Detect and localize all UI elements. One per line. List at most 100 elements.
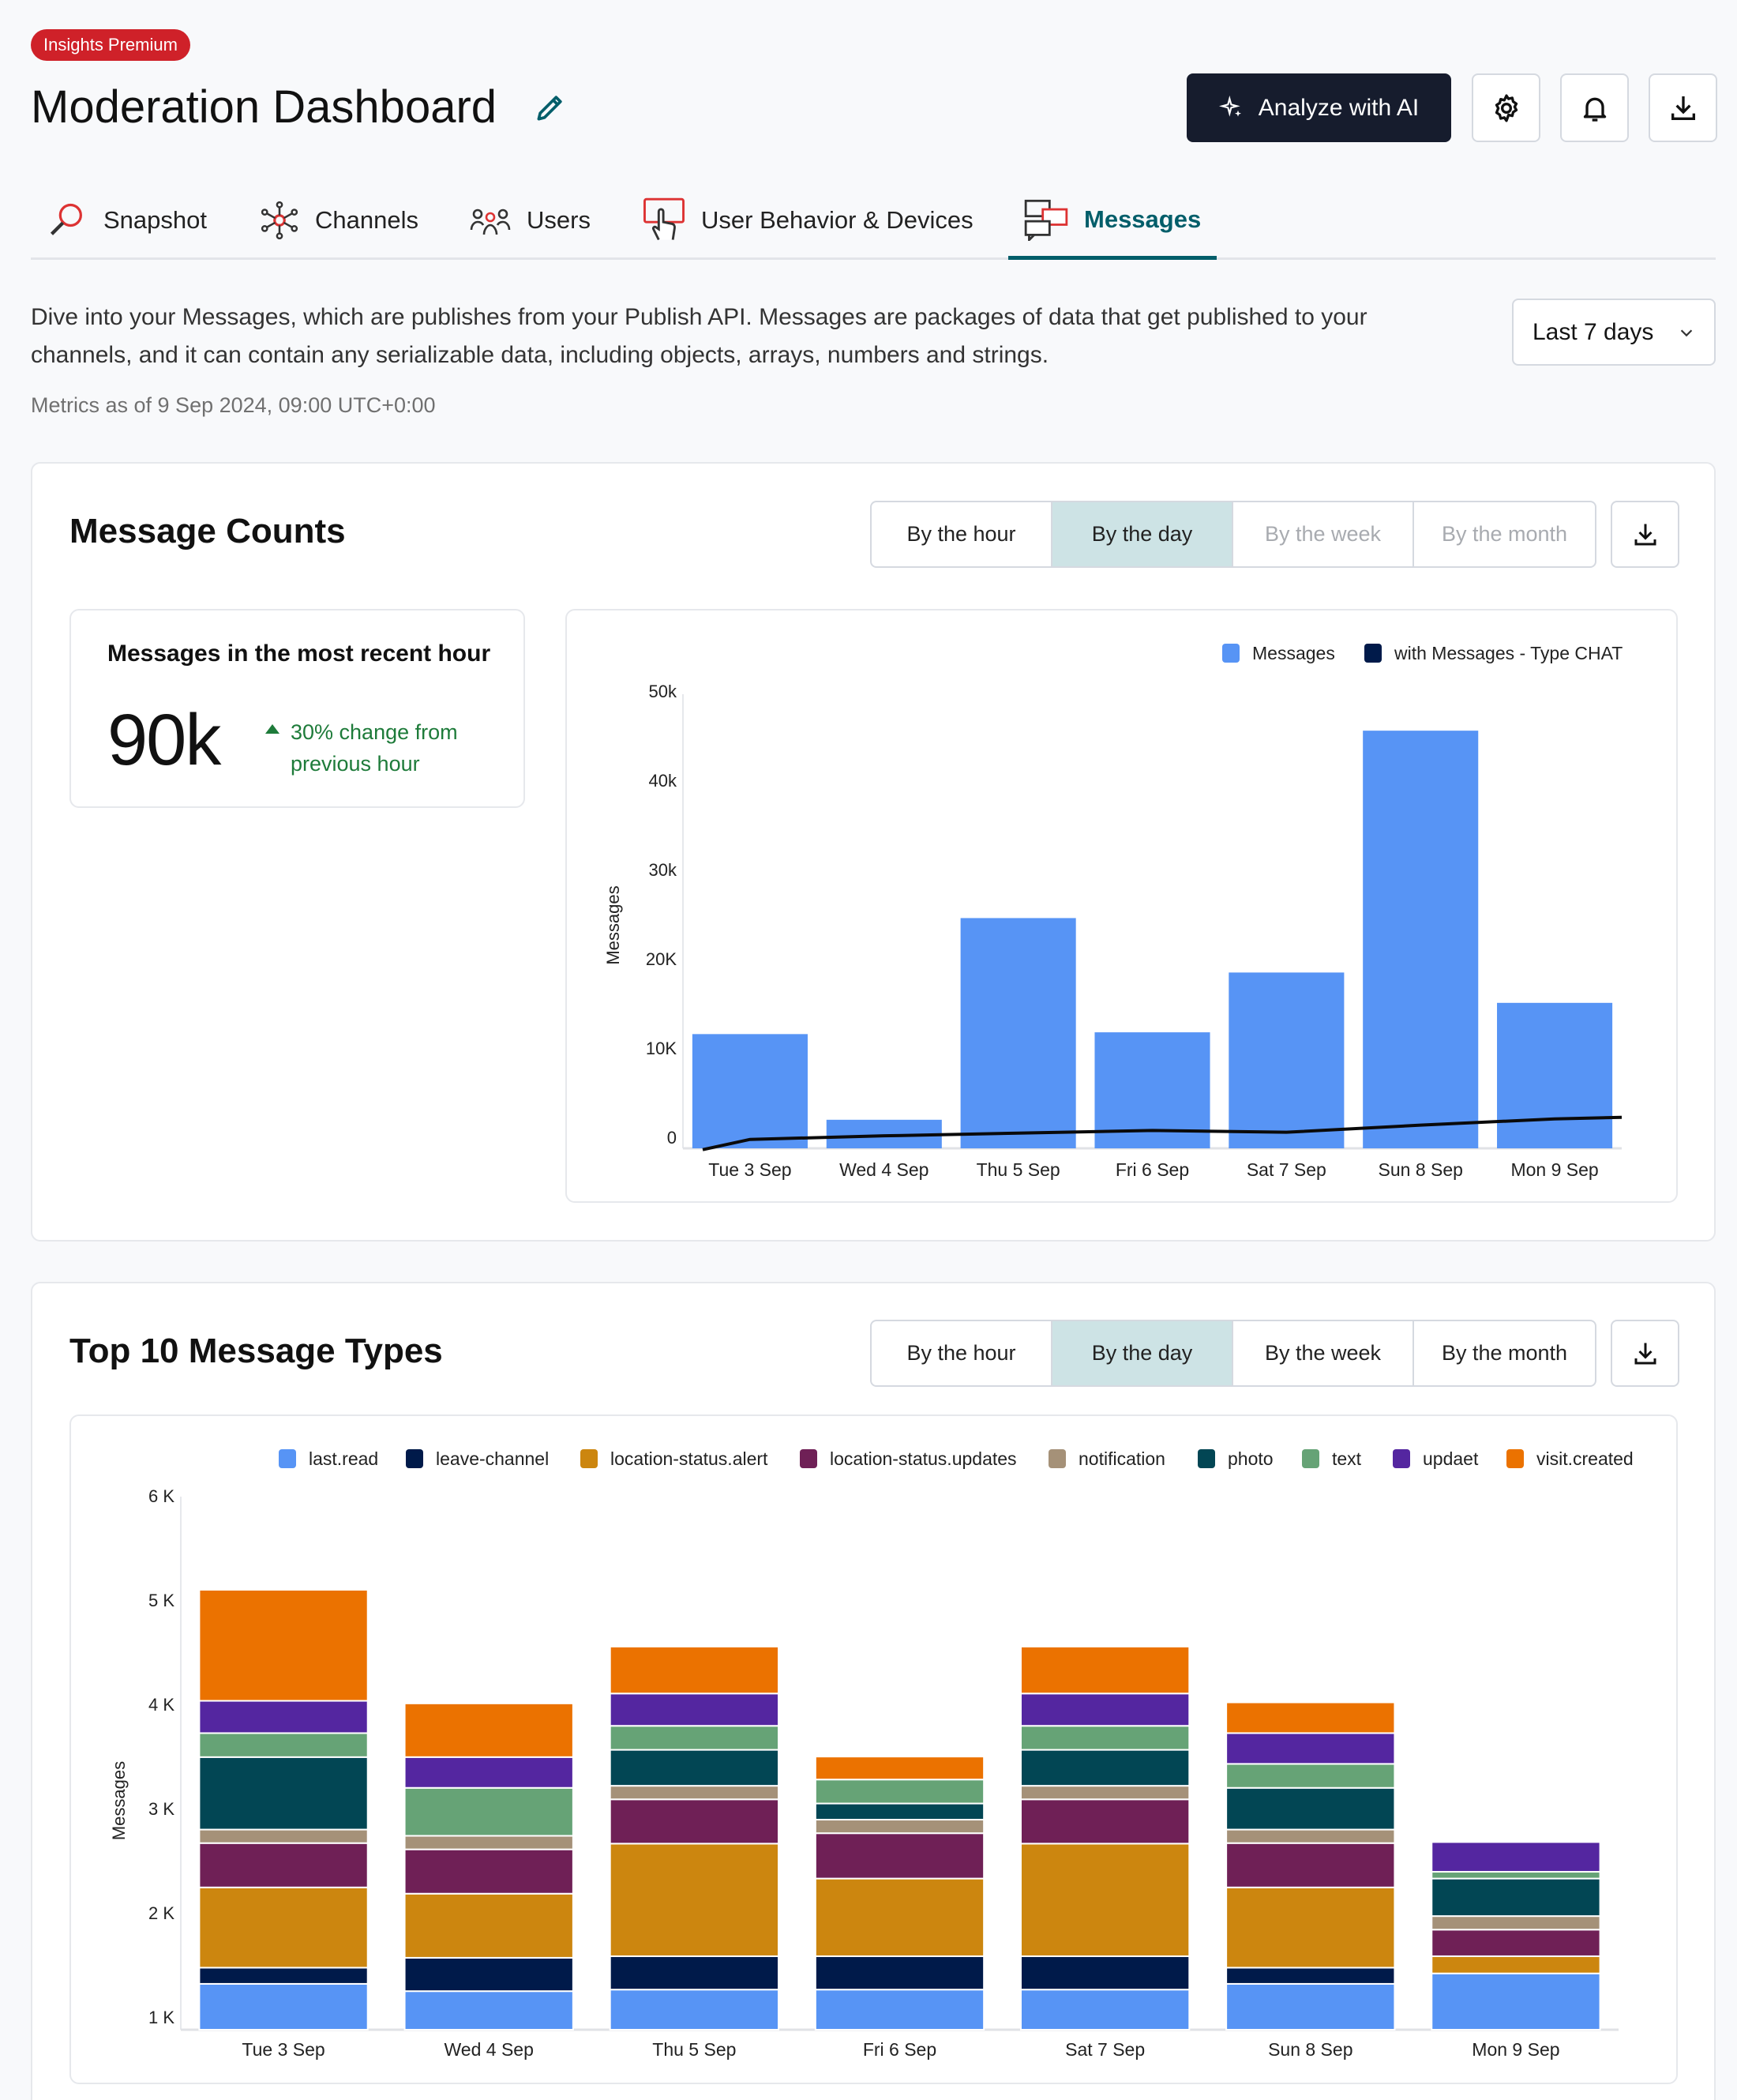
top-types-chart-card: 1 K 2 K 3 K 4 K 5 K 6 K Messages Tue 3 Sep Wed 4…	[69, 1414, 1678, 2084]
tab-snapshot[interactable]: Snapshot	[47, 183, 207, 257]
x-tick-label: Wed 4 Sep	[839, 1159, 929, 1180]
y-tick-label: 10K	[646, 1039, 677, 1058]
legend-swatch-messages	[1222, 644, 1240, 663]
y-tick-label: 0	[667, 1128, 677, 1148]
tab-label: Snapshot	[103, 206, 207, 234]
granularity-week[interactable]: By the week	[1233, 1321, 1414, 1385]
tab-channels[interactable]: Channels	[260, 183, 418, 257]
legend-swatch	[580, 1449, 598, 1468]
bar-segment-location-status-updates	[814, 1832, 985, 1880]
bar-segment-location-status-alert	[1225, 1886, 1396, 1969]
top-message-types-title: Top 10 Message Types	[69, 1332, 443, 1370]
settings-button[interactable]	[1472, 73, 1540, 142]
download-button[interactable]	[1649, 73, 1717, 142]
top-types-granularity: By the hour By the day By the week By th…	[870, 1320, 1596, 1387]
bar-segment-location-status-updates	[1225, 1842, 1396, 1888]
y-tick-label: 20K	[646, 949, 677, 969]
granularity-month[interactable]: By the month	[1441, 1341, 1568, 1365]
kpi-card: Messages in the most recent hour 90k 30%…	[69, 609, 525, 808]
bar-messages	[1497, 1002, 1613, 1148]
x-tick-label: Sun 8 Sep	[1268, 2039, 1352, 2060]
download-icon	[1634, 524, 1656, 545]
download-icon	[1671, 96, 1695, 120]
edit-title-icon[interactable]	[533, 90, 568, 125]
top-types-chart: 1 K 2 K 3 K 4 K 5 K 6 K Messages Tue 3 Sep Wed 4…	[109, 1448, 1634, 2060]
bar-segment-leave-channel	[403, 1956, 574, 1993]
granularity-week: By the week	[1233, 502, 1414, 566]
x-tick-label: Sun 8 Sep	[1379, 1159, 1463, 1180]
x-tick-label: Thu 5 Sep	[652, 2039, 736, 2060]
pointer-device-icon	[643, 197, 685, 241]
y-tick-label: 40k	[649, 771, 677, 791]
plan-badge: Insights Premium	[31, 29, 190, 61]
legend-label: photo	[1228, 1448, 1274, 1469]
sparkle-icon	[1218, 95, 1241, 117]
bar-segment-last-read	[1225, 1982, 1396, 2031]
notifications-button[interactable]	[1560, 73, 1629, 142]
tab-label: Users	[527, 206, 591, 234]
legend-swatch	[406, 1449, 423, 1468]
bar-segment-location-status-updates	[198, 1842, 369, 1888]
kpi-change-line2: previous hour	[291, 752, 420, 776]
message-counts-chart-card: 0 10K 20K 30k 40k 50k Messages Tue 3 Sep Wed 4 S…	[565, 609, 1678, 1203]
bar-messages	[1229, 972, 1345, 1148]
network-icon	[261, 201, 298, 240]
message-counts-granularity: By the hour By the day By the week By th…	[870, 501, 1596, 568]
top-types-download-button[interactable]	[1611, 1320, 1679, 1387]
bar-segment-photo	[1019, 1749, 1191, 1787]
bar-segment-leave-channel	[1019, 1955, 1191, 1991]
tab-users[interactable]: Users	[470, 183, 591, 257]
bar-segment-location-status-updates	[403, 1848, 574, 1895]
magnifier-icon	[50, 203, 82, 235]
bar-segment-location-status-updates	[609, 1798, 780, 1845]
bar-segment-updaet	[609, 1692, 780, 1727]
legend-label: leave-channel	[436, 1448, 549, 1469]
x-tick-label: Thu 5 Sep	[977, 1159, 1060, 1180]
bar-segment-text	[1431, 1871, 1601, 1880]
bar-messages	[1363, 731, 1479, 1148]
bar-segment-location-status-alert	[609, 1843, 780, 1957]
bar-segment-updaet	[403, 1756, 574, 1789]
legend-swatch	[279, 1449, 296, 1468]
legend-swatch-type-chat	[1364, 644, 1382, 663]
granularity-day[interactable]: By the day	[1052, 502, 1233, 566]
bar-segment-photo	[1431, 1877, 1601, 1918]
x-tick-label: Tue 3 Sep	[242, 2039, 325, 2060]
granularity-month: By the month	[1441, 522, 1568, 546]
granularity-hour[interactable]: By the hour	[872, 502, 1052, 566]
x-tick-label: Mon 9 Sep	[1510, 1159, 1598, 1180]
bar-segment-location-status-alert	[1431, 1955, 1601, 1974]
kpi-value: 90k	[107, 700, 221, 780]
legend-label: notification	[1079, 1448, 1165, 1469]
y-tick-label: 2 K	[148, 1903, 174, 1923]
bar-segment-notification	[609, 1785, 780, 1801]
legend-swatch	[1393, 1449, 1410, 1468]
bar-segment-notification	[1431, 1915, 1601, 1931]
bar-segment-notification	[403, 1835, 574, 1850]
bar-segment-updaet	[1019, 1692, 1191, 1727]
bar-segment-updaet	[198, 1700, 369, 1734]
y-tick-label: 5 K	[148, 1591, 174, 1610]
bar-segment-visit-created	[1019, 1645, 1191, 1695]
granularity-day[interactable]: By the day	[1052, 1321, 1233, 1385]
tab-user-behavior-devices[interactable]: User Behavior & Devices	[643, 183, 974, 257]
trend-up-icon	[265, 724, 279, 734]
y-tick-label: 30k	[649, 860, 677, 880]
message-counts-chart: 0 10K 20K 30k 40k 50k Messages Tue 3 Sep Wed 4 S…	[603, 643, 1623, 1180]
x-tick-label: Sat 7 Sep	[1247, 1159, 1326, 1180]
legend-label: text	[1332, 1448, 1362, 1469]
tab-messages[interactable]: Messages	[1008, 183, 1217, 260]
x-tick-label: Sat 7 Sep	[1065, 2039, 1145, 2060]
granularity-hour[interactable]: By the hour	[872, 1321, 1052, 1385]
page-description: Dive into your Messages, which are publi…	[31, 304, 1367, 368]
date-range-select[interactable]: Last 7 days	[1512, 299, 1716, 366]
message-counts-download-button[interactable]	[1611, 501, 1679, 568]
y-tick-label: 4 K	[148, 1695, 174, 1715]
kpi-title: Messages in the most recent hour	[107, 641, 491, 667]
bar-segment-location-status-alert	[814, 1877, 985, 1957]
metrics-timestamp: Metrics as of 9 Sep 2024, 09:00 UTC+0:00	[31, 393, 436, 417]
legend-label: location-status.updates	[830, 1448, 1017, 1469]
analyze-with-ai-button[interactable]: Analyze with AI	[1187, 73, 1451, 142]
x-tick-label: Fri 6 Sep	[1116, 1159, 1189, 1180]
legend-swatch	[1049, 1449, 1066, 1468]
